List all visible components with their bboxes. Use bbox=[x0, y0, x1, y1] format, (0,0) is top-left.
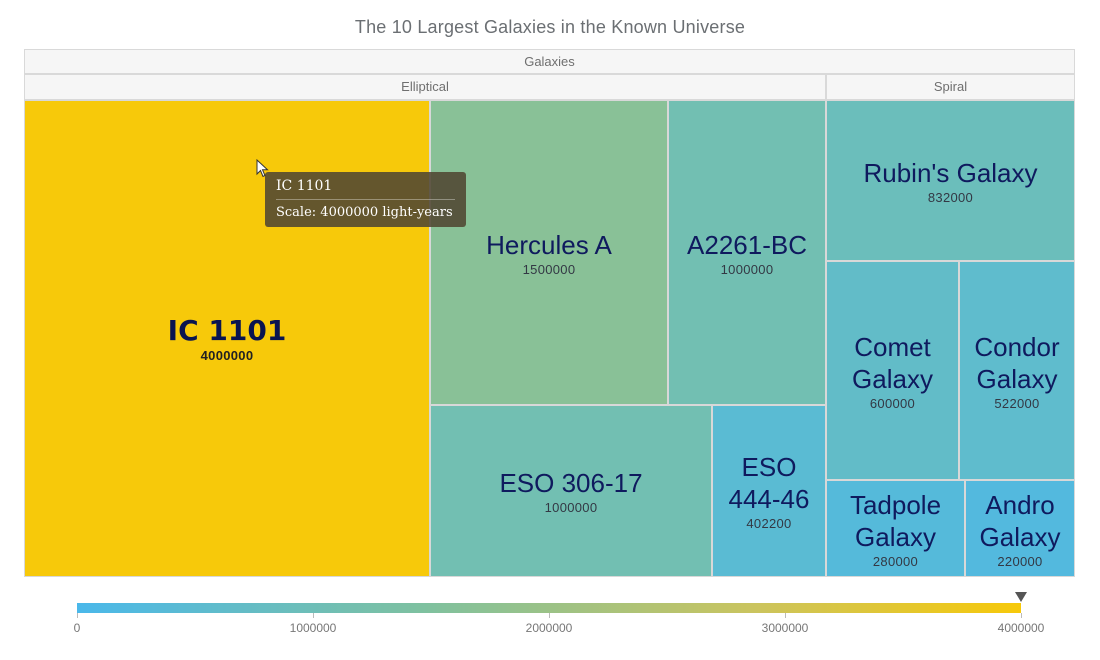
color-scale-tick bbox=[549, 613, 550, 618]
tile-value: 280000 bbox=[872, 553, 919, 569]
tile-rubins-galaxy[interactable]: Rubin's Galaxy 832000 bbox=[826, 100, 1075, 261]
color-scale-label: 1000000 bbox=[289, 621, 337, 635]
color-scale-label: 2000000 bbox=[525, 621, 573, 635]
tile-andro-galaxy[interactable]: Andro Galaxy 220000 bbox=[965, 480, 1075, 577]
tile-value: 832000 bbox=[927, 189, 974, 205]
color-scale-bar bbox=[77, 603, 1021, 613]
tile-value: 220000 bbox=[997, 553, 1043, 569]
root-header-galaxies[interactable]: Galaxies bbox=[24, 49, 1075, 74]
tile-value: 600000 bbox=[869, 395, 916, 411]
tile-label: Condor Galaxy bbox=[974, 331, 1060, 394]
color-scale-marker-icon bbox=[1015, 592, 1027, 602]
tooltip-title: IC 1101 bbox=[276, 178, 455, 200]
tile-value: 402200 bbox=[746, 516, 792, 531]
group-header-elliptical[interactable]: Elliptical bbox=[24, 74, 826, 100]
tile-a2261-bc[interactable]: A2261-BC 1000000 bbox=[668, 100, 826, 405]
color-scale-tick bbox=[1021, 613, 1022, 618]
tile-comet-galaxy[interactable]: Comet Galaxy 600000 bbox=[826, 261, 959, 480]
tile-tadpole-galaxy[interactable]: Tadpole Galaxy 280000 bbox=[826, 480, 965, 577]
tile-label: Rubin's Galaxy bbox=[863, 157, 1038, 188]
tile-label: Andro Galaxy bbox=[979, 489, 1061, 552]
chart-title: The 10 Largest Galaxies in the Known Uni… bbox=[354, 17, 746, 37]
tile-label: ESO 306-17 bbox=[499, 468, 643, 498]
tile-condor-galaxy[interactable]: Condor Galaxy 522000 bbox=[959, 261, 1075, 480]
tile-label: A2261-BC bbox=[687, 229, 807, 260]
tile-label: ESO 444-46 bbox=[728, 452, 810, 514]
tile-label: Hercules A bbox=[486, 229, 612, 260]
tile-eso-306-17[interactable]: ESO 306-17 1000000 bbox=[430, 405, 712, 577]
mouse-cursor-icon bbox=[256, 159, 269, 178]
color-scale-label: 3000000 bbox=[761, 621, 809, 635]
color-scale-tick bbox=[77, 613, 78, 618]
color-scale-tick bbox=[313, 613, 314, 618]
tooltip-body: Scale: 4000000 light-years bbox=[276, 205, 453, 220]
color-scale-label: 0 bbox=[73, 621, 81, 635]
group-header-spiral[interactable]: Spiral bbox=[826, 74, 1075, 100]
tile-label: Comet Galaxy bbox=[852, 331, 933, 394]
tile-value: 1500000 bbox=[522, 261, 576, 277]
tile-label: IC 1101 bbox=[167, 313, 287, 347]
tile-value: 4000000 bbox=[200, 347, 254, 363]
color-scale-label: 4000000 bbox=[997, 621, 1045, 635]
color-scale-tick bbox=[785, 613, 786, 618]
tile-label: Tadpole Galaxy bbox=[849, 489, 942, 552]
tile-hercules-a[interactable]: Hercules A 1500000 bbox=[430, 100, 668, 405]
tile-value: 1000000 bbox=[544, 500, 598, 515]
tile-eso-444-46[interactable]: ESO 444-46 402200 bbox=[712, 405, 826, 577]
tile-value: 1000000 bbox=[720, 261, 774, 277]
tooltip: IC 1101 Scale: 4000000 light-years bbox=[265, 172, 466, 227]
tile-value: 522000 bbox=[994, 395, 1040, 411]
